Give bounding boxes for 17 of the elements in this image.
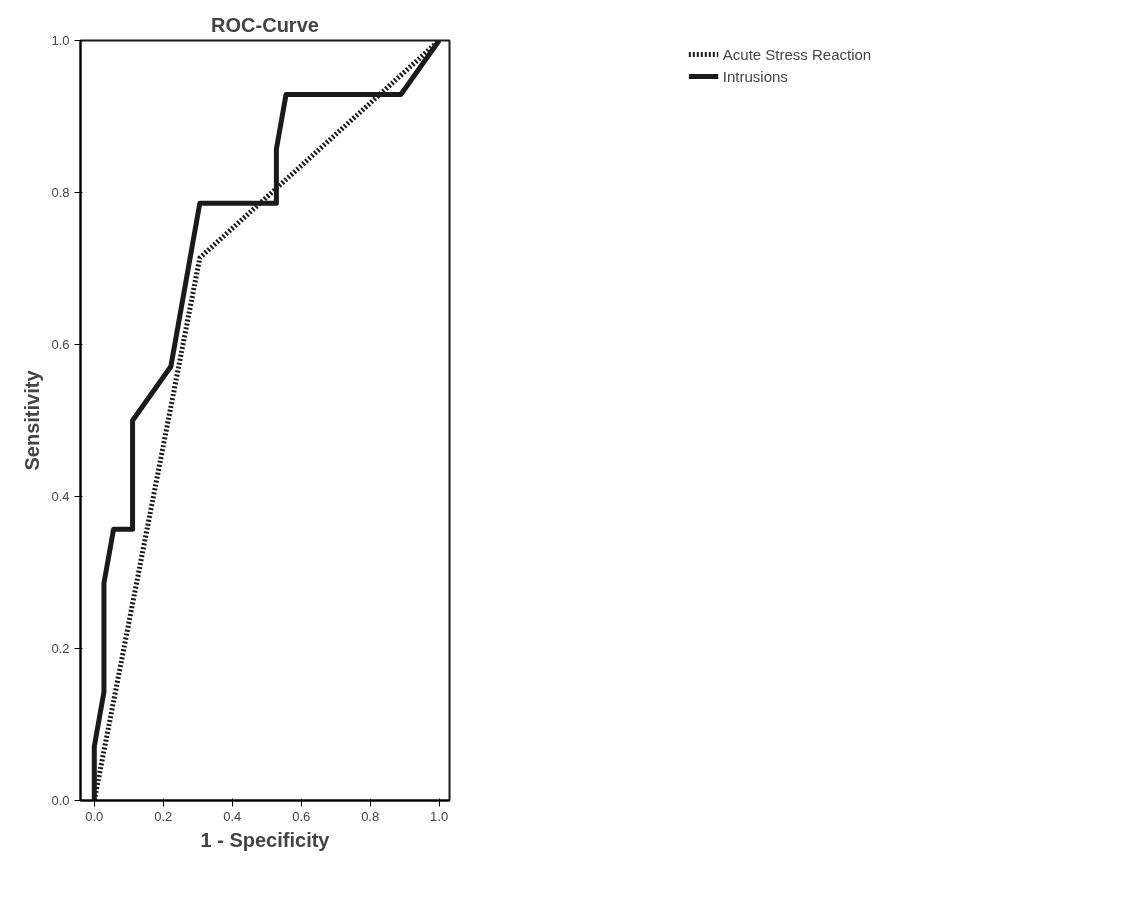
y-tick-label: 0.2: [51, 641, 70, 656]
x-tick-label: 0.6: [292, 808, 311, 824]
legend-label: Intrusions: [722, 67, 788, 85]
x-tick-label: 0.4: [223, 808, 242, 824]
x-axis-title: 1 - Specificity: [200, 828, 331, 851]
x-tick-label: 1.0: [430, 808, 449, 824]
chart-title: ROC-Curve: [211, 13, 319, 36]
y-tick-label: 1.0: [51, 33, 70, 48]
y-axis-title: Sensitivity: [21, 369, 44, 471]
y-tick-label: 0.0: [51, 793, 70, 808]
x-tick-label: 0.0: [85, 808, 104, 824]
y-tick-label: 0.6: [51, 337, 70, 352]
y-tick-label: 0.4: [51, 489, 70, 504]
x-tick-label: 0.2: [154, 808, 173, 824]
y-tick-label: 0.8: [51, 185, 70, 200]
legend-label: Acute Stress Reaction: [722, 45, 872, 63]
x-tick-label: 0.8: [361, 808, 380, 824]
